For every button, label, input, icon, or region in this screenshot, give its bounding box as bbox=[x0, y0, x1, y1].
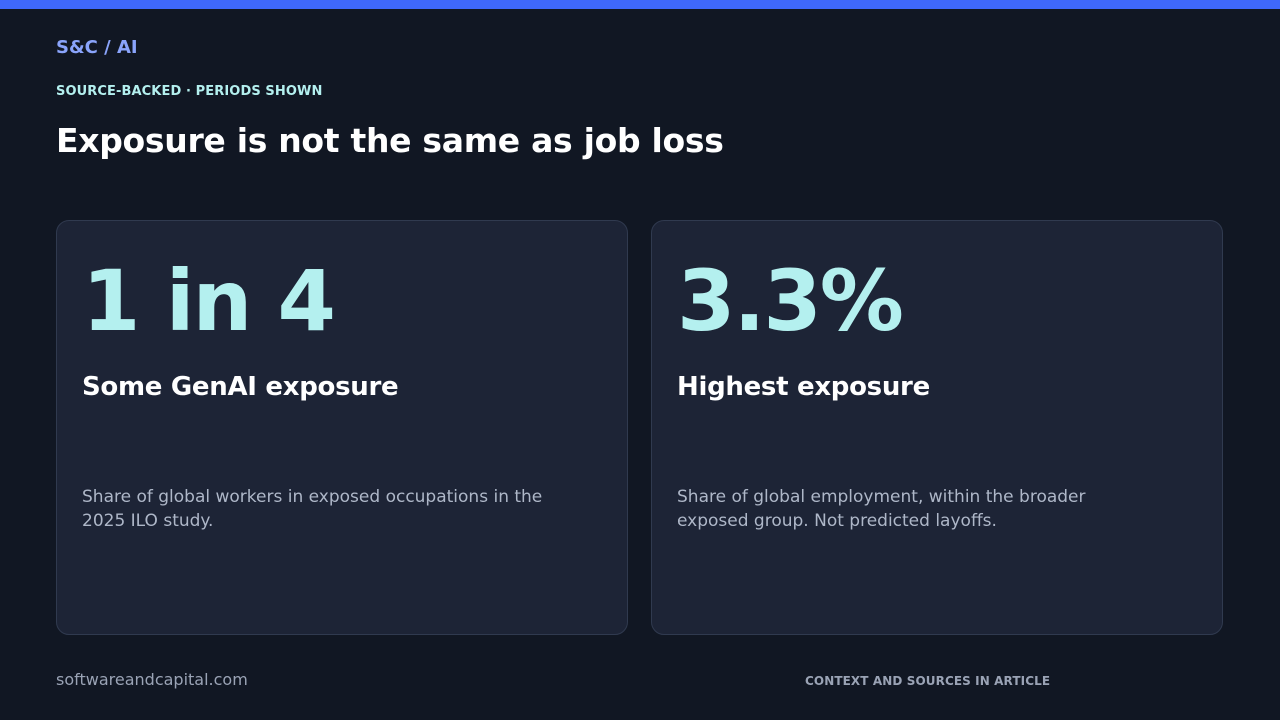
stat-card-title: Highest exposure bbox=[677, 372, 930, 402]
top-accent-bar bbox=[0, 0, 1280, 9]
stat-card-highest-exposure: 3.3% Highest exposure Share of global em… bbox=[651, 220, 1223, 635]
page-title: Exposure is not the same as job loss bbox=[56, 121, 724, 160]
stat-value: 3.3% bbox=[677, 252, 904, 350]
brand-logo: S&C / AI bbox=[56, 37, 138, 58]
stat-card-title: Some GenAI exposure bbox=[82, 372, 399, 402]
footer-sources-note: CONTEXT AND SOURCES IN ARTICLE bbox=[805, 674, 1051, 688]
stat-card-description: Share of global employment, within the b… bbox=[677, 487, 1086, 531]
stat-value: 1 in 4 bbox=[82, 252, 336, 350]
stat-card-genai-exposure: 1 in 4 Some GenAI exposure Share of glob… bbox=[56, 220, 628, 635]
stat-card-description: Share of global workers in exposed occup… bbox=[82, 487, 543, 531]
eyebrow-label: SOURCE-BACKED · PERIODS SHOWN bbox=[56, 84, 323, 99]
footer-site-url: softwareandcapital.com bbox=[56, 670, 248, 689]
